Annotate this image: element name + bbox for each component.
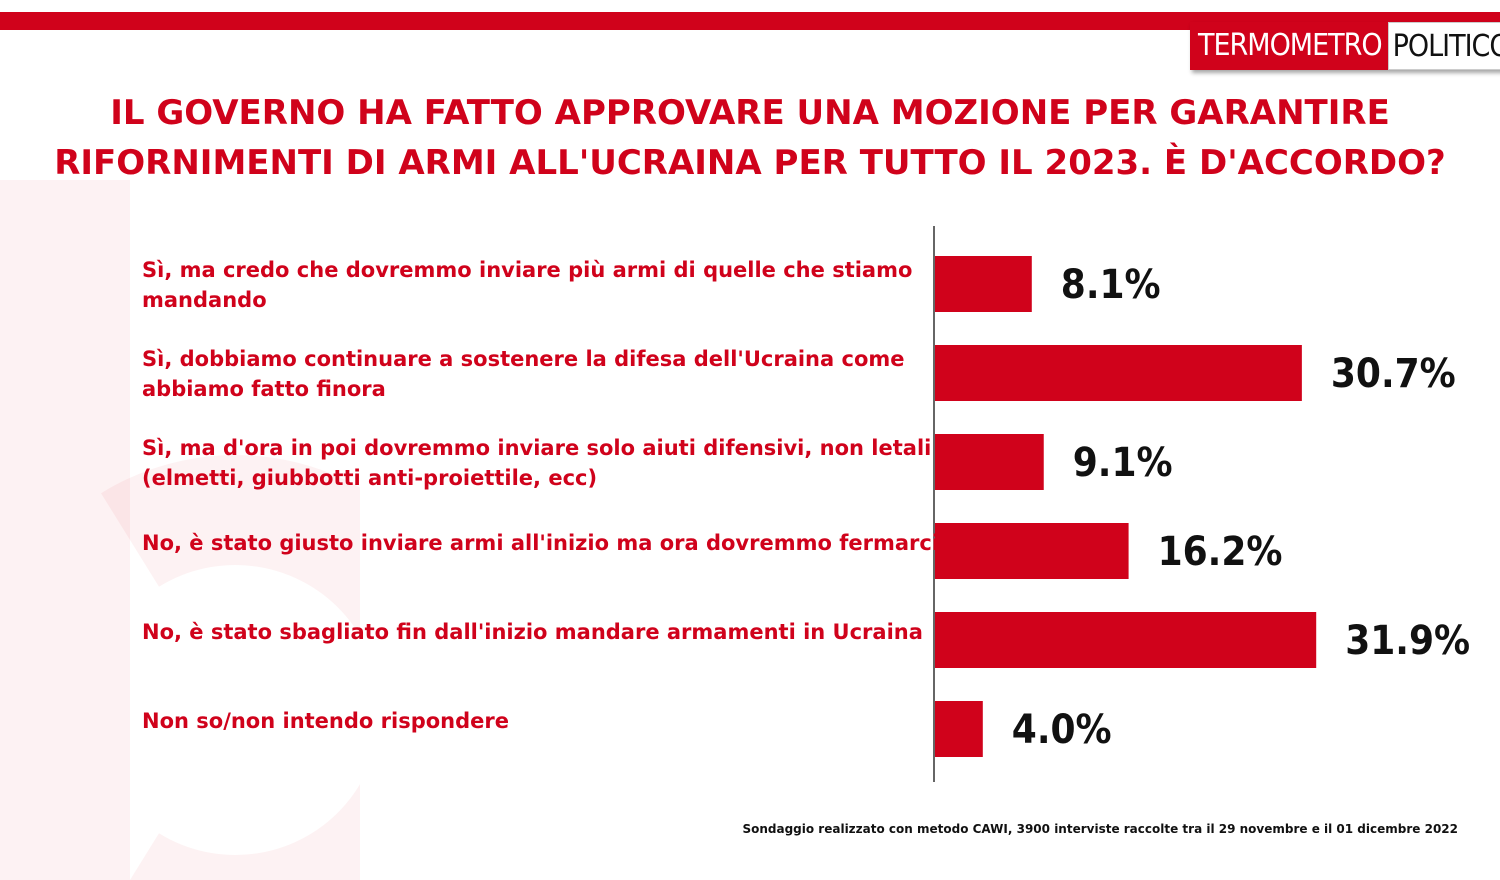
brand-logo-part2: POLITICO bbox=[1387, 22, 1500, 70]
bar-4 bbox=[935, 612, 1317, 668]
brand-logo-part1: TERMOMETRO bbox=[1190, 22, 1388, 70]
category-label-3: No, è stato giusto inviare armi all'iniz… bbox=[142, 531, 939, 555]
category-label-4: No, è stato sbagliato fin dall'inizio ma… bbox=[142, 620, 923, 644]
bar-1 bbox=[935, 345, 1302, 401]
bar-value-label-3: 16.2% bbox=[1158, 529, 1283, 575]
category-label-0: Sì, ma credo che dovremmo inviare più ar… bbox=[142, 258, 913, 312]
bar-value-label-4: 31.9% bbox=[1345, 618, 1470, 664]
brand-logo: TERMOMETRO POLITICO bbox=[1190, 22, 1500, 70]
bar-0 bbox=[935, 256, 1032, 312]
category-label-1: Sì, dobbiamo continuare a sostenere la d… bbox=[142, 347, 905, 401]
chart-title: IL GOVERNO HA FATTO APPROVARE UNA MOZION… bbox=[54, 93, 1446, 183]
bar-2 bbox=[935, 434, 1044, 490]
bar-chart: 8.1% 30.7% 9.1% 16.2% 31.9% 4.0% Sì, ma credo… bbox=[142, 226, 1470, 782]
category-label-5: Non so/non intendo rispondere bbox=[142, 709, 509, 733]
top-red-bar bbox=[0, 12, 1500, 30]
footnote: Sondaggio realizzato con metodo CAWI, 39… bbox=[742, 822, 1458, 836]
bar-value-label-0: 8.1% bbox=[1061, 262, 1161, 308]
bar-value-label-2: 9.1% bbox=[1073, 440, 1173, 486]
category-label-2: Sì, ma d'ora in poi dovremmo inviare sol… bbox=[142, 436, 932, 490]
bar-5 bbox=[935, 701, 983, 757]
bar-3 bbox=[935, 523, 1129, 579]
bar-chart-svg: 8.1% 30.7% 9.1% 16.2% 31.9% 4.0% bbox=[933, 226, 1470, 782]
bar-value-label-5: 4.0% bbox=[1012, 707, 1112, 753]
bar-value-label-1: 30.7% bbox=[1331, 351, 1456, 397]
